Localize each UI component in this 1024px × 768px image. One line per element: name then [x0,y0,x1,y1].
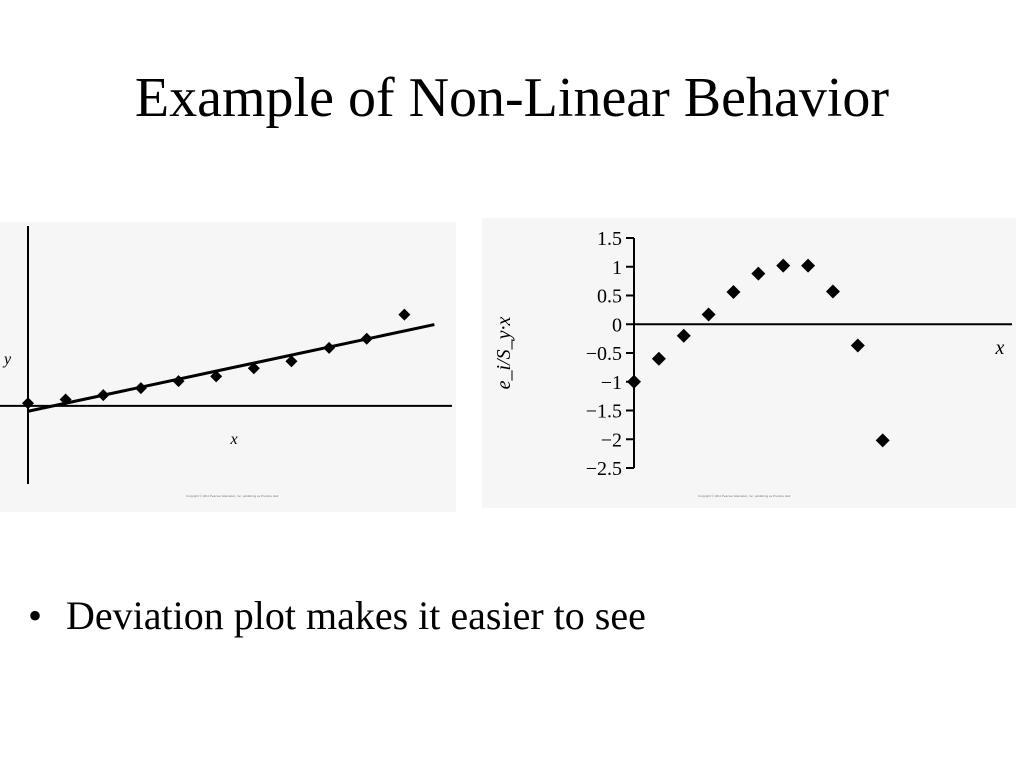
data-point [360,332,373,345]
data-point [776,258,791,273]
y-axis-label: y [2,351,12,368]
data-point [676,328,691,343]
y-tick-label: 1 [612,257,622,279]
copyright-right: Copyright © 2011 Pearson Education, Inc.… [698,494,791,498]
copyright-left: Copyright © 2011 Pearson Education, Inc.… [186,494,279,498]
y-tick-label: 1.5 [597,228,622,250]
scatter-plot-left: xy [0,222,456,512]
data-point [398,308,411,321]
data-point [825,284,840,299]
data-point [22,397,34,410]
plot-background [0,222,456,512]
deviation-chart-right: 1.5 1 0.5 0 −0.5 −1 −1.5 −2 −2.5 x e_i/S_y·x Copyr… [482,218,1016,508]
data-point [210,370,223,383]
data-point [247,362,260,375]
bullet-list: • Deviation plot makes it easier to see [28,590,646,642]
data-point [726,285,741,300]
y-tick-label: −2 [601,429,622,451]
y-tick-label: −1 [601,372,622,394]
y-axis-label: e_i/S_y·x [493,317,515,390]
data-point [850,338,865,353]
data-point [627,374,641,389]
plot-background [482,218,1016,508]
data-point [801,258,816,273]
y-tick-label: 0 [612,314,622,336]
data-point [285,355,298,368]
bullet-dot-icon: • [28,593,43,638]
x-axis-label: x [995,337,1005,359]
y-tick-label: 0.5 [597,286,622,308]
x-axis-label: x [229,431,237,448]
data-point [701,307,716,322]
data-point [97,389,110,402]
bullet-text: Deviation plot makes it easier to see [66,593,646,638]
data-point [59,393,72,406]
data-point [172,375,185,388]
deviation-plot-right: 1.5 1 0.5 0 −0.5 −1 −1.5 −2 −2.5 x e_i/S_y·x [482,218,1016,508]
slide-title: Example of Non-Linear Behavior [134,67,890,129]
y-tick-label: −0.5 [586,343,622,365]
y-tick-label: −2.5 [586,458,622,480]
data-point [651,351,666,366]
data-point [751,266,766,281]
y-tick-label: −1.5 [586,401,622,423]
data-point [875,433,890,448]
data-point [134,382,147,395]
bullet-item: • Deviation plot makes it easier to see [28,590,646,642]
data-point [323,341,336,354]
